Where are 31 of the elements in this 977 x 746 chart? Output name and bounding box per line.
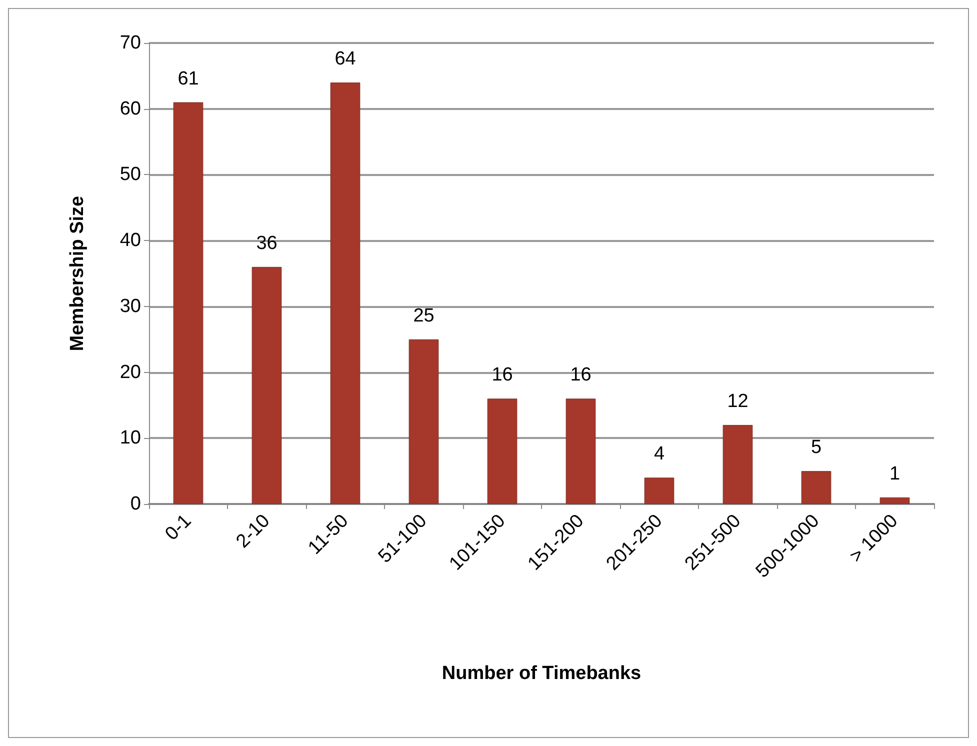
data-label: 36: [256, 232, 278, 254]
data-label: 1: [889, 463, 900, 484]
bar: [880, 497, 910, 504]
y-tick-label: 40: [120, 230, 141, 252]
y-axis-title: Membership Size: [67, 196, 88, 352]
y-tick-label: 20: [120, 362, 141, 383]
bar: [722, 424, 753, 504]
y-tick-label: 50: [120, 164, 141, 186]
bar: [173, 102, 204, 504]
bar: [487, 398, 518, 504]
data-label: 16: [570, 364, 592, 386]
bar: [644, 478, 674, 504]
data-label: 5: [810, 437, 822, 458]
x-axis-title: Number of Timebanks: [442, 663, 642, 684]
bar: [408, 339, 439, 504]
bar: [252, 266, 282, 504]
y-tick-label: 0: [130, 494, 141, 514]
bar: [566, 398, 596, 504]
data-label: 61: [178, 68, 199, 90]
y-tick-label: 10: [120, 428, 141, 449]
bar: [801, 471, 832, 504]
y-tick-label: 30: [120, 296, 141, 317]
data-label: 64: [334, 48, 356, 70]
data-label: 12: [727, 390, 748, 412]
data-label: 16: [492, 364, 513, 386]
data-label: 25: [413, 305, 434, 326]
y-tick-label: 70: [120, 32, 141, 54]
bar: [330, 82, 360, 504]
data-label: 4: [654, 444, 665, 465]
y-tick-label: 60: [120, 98, 141, 120]
x-tick-label: 0-1: [161, 510, 196, 545]
